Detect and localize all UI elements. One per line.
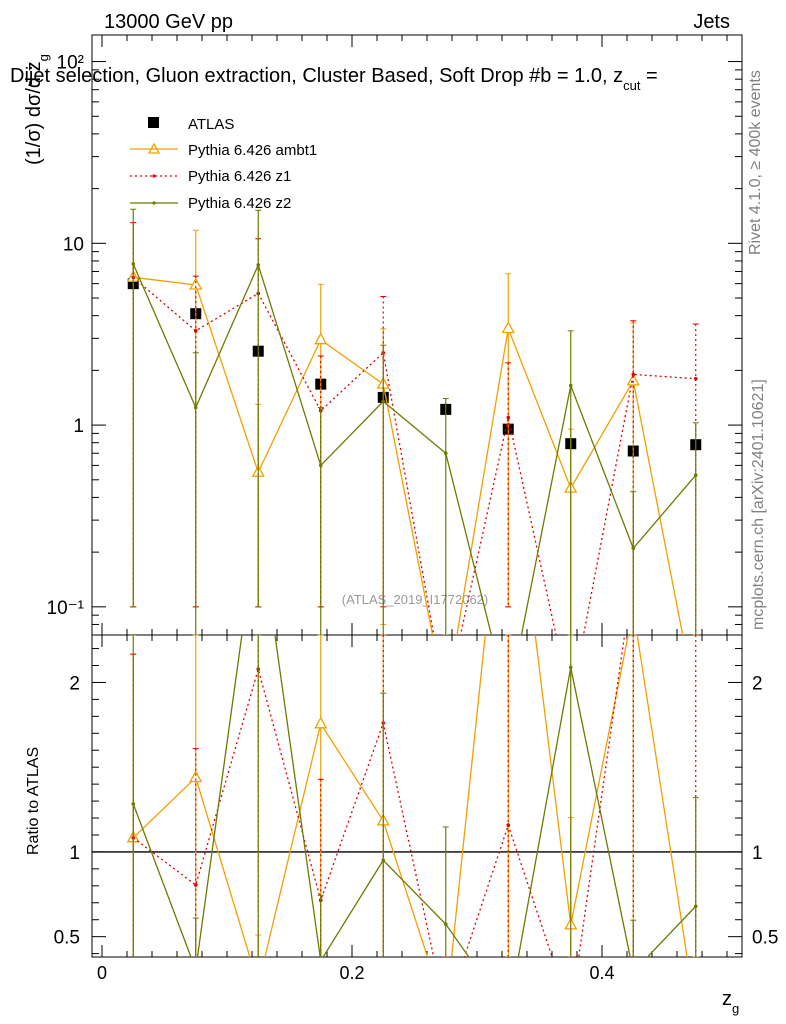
series-group xyxy=(126,208,702,1019)
plot-title-sub: cut xyxy=(623,78,641,93)
series-z2-ratio xyxy=(130,635,699,1018)
ratio-tick-label: 2 xyxy=(69,673,80,694)
marker-z2 xyxy=(381,399,386,404)
marker-z2 xyxy=(131,262,136,266)
legend-atlas-marker xyxy=(148,117,159,128)
y-tick-label: 10 xyxy=(63,234,84,255)
marker-z2 xyxy=(568,383,573,388)
ratio-marker-ambt1 xyxy=(189,770,203,783)
ratio-marker-z1 xyxy=(444,1015,448,1019)
axes-group: 0 0.2 0.4 10⁻¹ 1 10 10² 0.5 0.5 1 1 2 2 xyxy=(47,35,778,983)
ratio-tick-label-right: 0.5 xyxy=(752,928,778,949)
legend-z2-marker xyxy=(152,201,156,205)
x-axis-label-sub: g xyxy=(732,1001,739,1016)
x-axis-label: zg xyxy=(722,988,739,1016)
legend-ambt1-label: Pythia 6.426 ambt1 xyxy=(188,142,317,159)
series-z1-ratio xyxy=(130,635,699,1019)
plot-title-main: Dijet selection, Gluon extraction, Clust… xyxy=(10,65,623,87)
marker-ambt1 xyxy=(626,373,640,386)
legend-z1-marker xyxy=(152,174,156,178)
y-tick-label: 1 xyxy=(73,416,84,437)
ratio-marker-z1 xyxy=(506,823,511,827)
series-z1-main xyxy=(130,222,699,704)
series-z2-main xyxy=(130,208,699,635)
header-energy: 13000 GeV pp xyxy=(104,11,233,33)
ratio-tick-label: 0.5 xyxy=(54,928,80,949)
marker-ambt1 xyxy=(314,332,328,345)
marker-ambt1 xyxy=(189,277,203,290)
series-z2-ratio-line xyxy=(132,635,697,957)
ratio-axis-label: Ratio to ATLAS xyxy=(25,747,42,855)
mcplots-label: mcplots.cern.ch [arXiv:2401.10621] xyxy=(750,379,767,630)
y-tick-label: 10² xyxy=(57,53,84,74)
y-axis-label-main: (1/σ) dσ/d z xyxy=(23,61,45,165)
ratio-marker-z2 xyxy=(381,858,386,863)
marker-z2 xyxy=(318,463,323,468)
marker-z1 xyxy=(693,376,698,381)
marker-z1 xyxy=(193,329,198,333)
plot-title-end: = xyxy=(640,65,657,87)
ratio-marker-z2 xyxy=(568,665,573,670)
marker-z1 xyxy=(631,372,636,377)
y-axis-label: (1/σ) dσ/d zg xyxy=(23,54,51,165)
series-z1-line xyxy=(132,276,696,635)
plot-title: Dijet selection, Gluon extraction, Clust… xyxy=(10,65,658,93)
ratio-marker-z1 xyxy=(569,1013,573,1017)
x-axis-label-main: z xyxy=(722,988,732,1010)
marker-z1 xyxy=(444,700,448,704)
rivet-label: Rivet 4.1.0, ≥ 400k events xyxy=(747,70,764,255)
x-tick-label: 0 xyxy=(97,963,107,983)
marker-z2 xyxy=(256,263,261,267)
ratio-tick-label-right: 1 xyxy=(752,843,763,864)
ratio-plot-frame xyxy=(91,634,743,958)
legend-atlas-label: ATLAS xyxy=(188,116,234,133)
ratio-marker-z2 xyxy=(194,968,198,972)
marker-z2 xyxy=(631,546,636,551)
x-tick-label: 0.2 xyxy=(339,963,364,983)
ratio-tick-label: 1 xyxy=(69,843,80,864)
ratio-marker-z2 xyxy=(506,1014,510,1018)
series-ambt1-ratio xyxy=(126,635,699,957)
marker-z2 xyxy=(443,451,448,456)
legend-z2-label: Pythia 6.426 z2 xyxy=(188,195,291,212)
series-ambt1-line xyxy=(133,276,684,635)
marker-ambt1 xyxy=(501,321,515,334)
series-ambt1-ratio-line xyxy=(132,635,688,957)
marker-z1 xyxy=(506,415,511,420)
legend: ATLAS Pythia 6.426 ambt1 Pythia 6.426 z1… xyxy=(130,116,317,212)
legend-z1-label: Pythia 6.426 z1 xyxy=(188,168,291,185)
ratio-marker-z2 xyxy=(693,904,698,909)
series-z1-ratio-line xyxy=(132,635,626,957)
ratio-marker-z2 xyxy=(319,959,323,963)
analysis-id: (ATLAS_2019_I1772062) xyxy=(342,592,488,607)
marker-z2 xyxy=(193,405,198,410)
header-jets: Jets xyxy=(693,11,730,33)
ratio-marker-ambt1 xyxy=(314,716,328,729)
ratio-tick-label-right: 2 xyxy=(752,673,763,694)
y-tick-label: 10⁻¹ xyxy=(47,598,85,619)
ratio-marker-z2 xyxy=(131,802,136,806)
ratio-marker-z2 xyxy=(631,970,635,974)
series-z2-line xyxy=(132,263,697,635)
x-tick-label: 0.4 xyxy=(589,963,614,983)
marker-z2 xyxy=(693,473,698,477)
series-ambt1-main xyxy=(126,222,699,635)
ratio-marker-z1 xyxy=(193,883,198,887)
legend-ambt1-marker xyxy=(147,142,161,154)
ratio-marker-z2 xyxy=(443,922,448,926)
y-axis-label-sub: g xyxy=(36,54,51,61)
